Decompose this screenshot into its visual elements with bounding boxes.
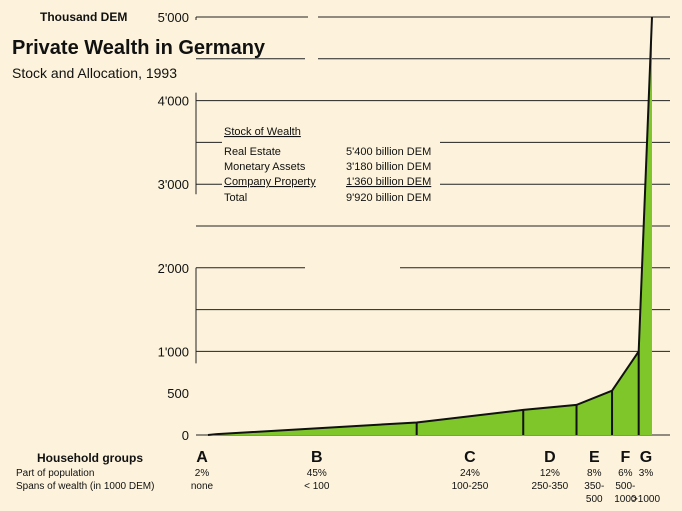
- group-letter: F: [620, 449, 630, 466]
- y-tick-label: 0: [182, 428, 189, 443]
- y-tick-label: 3'000: [158, 177, 189, 192]
- group-share: 6%: [618, 468, 633, 479]
- group-letter: C: [464, 449, 476, 466]
- group-share: 45%: [307, 468, 327, 479]
- stock-row-label: Company Property: [224, 176, 316, 188]
- group-span: 350-: [584, 481, 604, 492]
- stock-row-label: Total: [224, 192, 247, 204]
- group-letter: E: [589, 449, 600, 466]
- group-share: 24%: [460, 468, 480, 479]
- part-of-population-label: Part of population: [16, 468, 94, 479]
- group-span: 100-250: [452, 481, 489, 492]
- group-share: 8%: [587, 468, 602, 479]
- gridlines: [195, 16, 670, 436]
- y-axis-unit-label: Thousand DEM: [40, 10, 127, 24]
- household-groups-label: Household groups: [37, 451, 143, 465]
- stock-of-wealth-table: Stock of Wealth Real Estate 5'400 billio…: [224, 126, 431, 204]
- stock-row-value: 1'360 billion DEM: [346, 176, 431, 188]
- y-tick-label: 4'000: [158, 94, 189, 109]
- group-span: 250-350: [532, 481, 569, 492]
- spans-of-wealth-label: Spans of wealth (in 1000 DEM): [16, 481, 154, 492]
- stock-row-label: Real Estate: [224, 146, 281, 158]
- group-span: >1000: [632, 494, 661, 505]
- stock-row-label: Monetary Assets: [224, 161, 306, 173]
- group-span: 500: [586, 494, 603, 505]
- group-letter: D: [544, 449, 556, 466]
- y-tick-label: 5'000: [158, 10, 189, 25]
- chart-subtitle: Stock and Allocation, 1993: [12, 65, 177, 81]
- group-span: none: [191, 481, 214, 492]
- chart-title: Private Wealth in Germany: [12, 37, 266, 59]
- group-letter: A: [196, 449, 208, 466]
- y-axis-ticks: 0 500 1'000 2'000 3'000 4'000 5'000: [158, 10, 189, 443]
- group-share: 12%: [540, 468, 560, 479]
- y-tick-label: 500: [167, 386, 189, 401]
- stock-row-value: 9'920 billion DEM: [346, 192, 431, 204]
- y-tick-label: 2'000: [158, 261, 189, 276]
- stock-table-heading: Stock of Wealth: [224, 126, 301, 138]
- group-span: < 100: [304, 481, 330, 492]
- y-tick-label: 1'000: [158, 344, 189, 359]
- group-letter: B: [311, 449, 323, 466]
- group-share: 3%: [639, 468, 654, 479]
- wealth-curve-line: [207, 16, 653, 436]
- group-span: 500-: [615, 481, 635, 492]
- stock-row-value: 5'400 billion DEM: [346, 146, 431, 158]
- wealth-area: [207, 16, 653, 436]
- stock-row-value: 3'180 billion DEM: [346, 161, 431, 173]
- group-span: 1000: [614, 494, 637, 505]
- group-letter: G: [640, 449, 652, 466]
- household-group-labels: A 2% none B 45% < 100 C 24% 100-250 D 12% 250-350 E 8…: [191, 449, 661, 505]
- group-share: 2%: [195, 468, 210, 479]
